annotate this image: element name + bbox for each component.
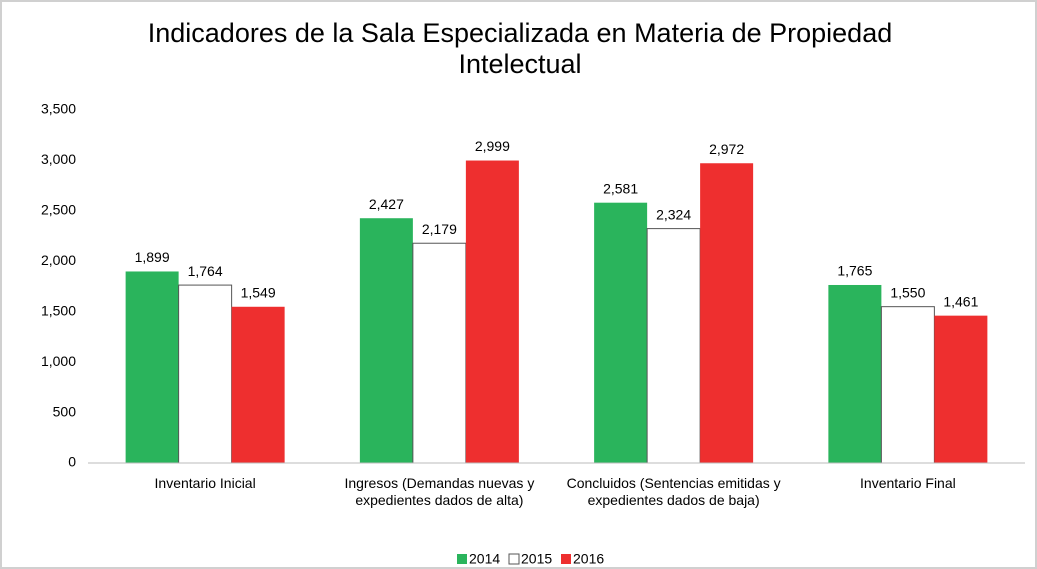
y-tick-label: 3,500 bbox=[41, 101, 76, 117]
bar bbox=[178, 284, 233, 464]
bar bbox=[828, 284, 882, 463]
y-tick-label: 1,000 bbox=[41, 353, 76, 369]
legend-swatch bbox=[561, 554, 571, 564]
bar bbox=[934, 315, 988, 463]
data-label: 2,324 bbox=[656, 206, 691, 222]
data-label: 2,972 bbox=[709, 141, 744, 157]
y-tick-label: 3,000 bbox=[41, 151, 76, 167]
bar bbox=[594, 202, 648, 463]
data-label: 2,179 bbox=[422, 221, 457, 237]
bar bbox=[125, 271, 179, 463]
bar bbox=[646, 228, 701, 464]
data-label: 2,581 bbox=[603, 180, 638, 196]
chart-title: Indicadores de la Sala Especializada en … bbox=[147, 18, 893, 79]
bar bbox=[880, 306, 935, 464]
data-label: 1,461 bbox=[943, 293, 978, 309]
y-tick-label: 2,500 bbox=[41, 202, 76, 218]
legend-swatch bbox=[508, 553, 520, 565]
y-tick-label: 2,000 bbox=[41, 252, 76, 268]
x-tick-label: Inventario Inicial bbox=[154, 475, 256, 491]
bar bbox=[700, 163, 754, 464]
data-label: 1,549 bbox=[241, 284, 276, 300]
y-tick-label: 0 bbox=[68, 454, 76, 470]
data-label: 1,899 bbox=[135, 249, 170, 265]
data-label: 2,427 bbox=[369, 196, 404, 212]
bar bbox=[465, 160, 519, 464]
data-label: 1,765 bbox=[837, 263, 872, 279]
bar bbox=[231, 306, 285, 463]
x-tick-label: Inventario Final bbox=[860, 475, 956, 491]
data-label: 1,764 bbox=[188, 263, 223, 279]
y-tick-label: 500 bbox=[53, 403, 77, 419]
data-label: 2,999 bbox=[475, 138, 510, 154]
bar bbox=[412, 242, 467, 464]
data-label: 1,550 bbox=[890, 284, 925, 300]
y-tick-label: 1,500 bbox=[41, 302, 76, 318]
x-tick-label: Concluidos (Sentencias emitidas y expedi… bbox=[566, 475, 781, 508]
legend-label: 2014 bbox=[469, 551, 500, 567]
legend-swatch bbox=[457, 554, 467, 564]
x-tick-label: Ingresos (Demandas nuevas y expedientes … bbox=[344, 475, 535, 508]
legend-label: 2015 bbox=[521, 551, 552, 567]
legend-label: 2016 bbox=[573, 551, 604, 567]
bar bbox=[359, 218, 413, 463]
